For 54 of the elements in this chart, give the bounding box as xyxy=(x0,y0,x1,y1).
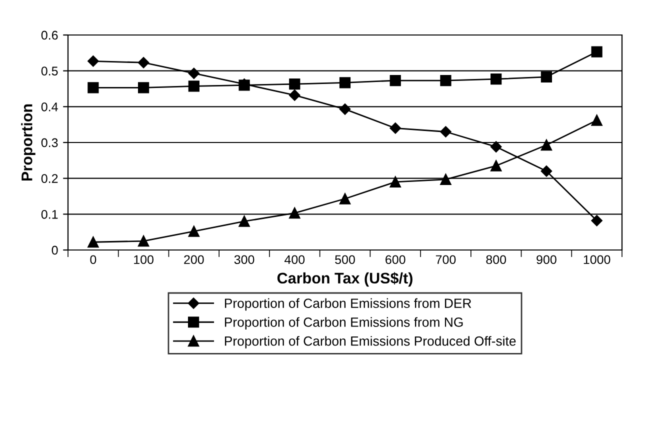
y-axis-title: Proportion xyxy=(21,104,36,181)
point xyxy=(238,216,250,227)
point xyxy=(339,77,351,88)
point xyxy=(490,141,502,152)
point xyxy=(440,74,452,86)
x-tick-label: 100 xyxy=(134,255,154,264)
point xyxy=(540,139,552,151)
point xyxy=(339,104,351,115)
point xyxy=(440,174,452,185)
x-tick-label: 0 xyxy=(90,255,96,264)
x-axis-title: Carbon Tax (US$/t) xyxy=(277,272,412,287)
point xyxy=(591,114,602,126)
point xyxy=(540,71,552,82)
point xyxy=(390,176,401,188)
point xyxy=(339,193,351,204)
x-tick-label: 800 xyxy=(486,255,506,264)
x-tick-label: 500 xyxy=(335,255,355,264)
legend-label: Proportion of Carbon Emissions Produced Off-site xyxy=(224,336,516,348)
point xyxy=(540,166,552,177)
point xyxy=(289,90,300,101)
x-tick-label: 300 xyxy=(234,255,254,264)
legend-label: Proportion of Carbon Emissions from DER xyxy=(224,298,472,311)
point xyxy=(188,226,200,237)
y-tick-label: 0.1 xyxy=(41,210,58,219)
point xyxy=(390,74,401,86)
x-tick-label: 1000 xyxy=(584,255,610,264)
x-tick-label: 200 xyxy=(184,255,204,264)
y-tick-label: 0.4 xyxy=(41,102,58,112)
point xyxy=(88,56,99,67)
y-tick-label: 0.6 xyxy=(41,30,58,40)
y-tick-label: 0.2 xyxy=(41,174,58,183)
y-tick-label: 0.5 xyxy=(41,66,58,76)
point xyxy=(490,74,502,85)
y-tick-label: 0 xyxy=(52,246,58,255)
point xyxy=(390,122,401,134)
x-tick-label: 900 xyxy=(536,255,556,264)
y-tick-label: 0.3 xyxy=(41,138,58,148)
point xyxy=(440,126,452,138)
point xyxy=(138,82,150,94)
point xyxy=(188,80,200,92)
x-tick-label: 600 xyxy=(386,255,406,264)
point xyxy=(289,208,300,219)
x-tick-label: 700 xyxy=(436,255,456,264)
point xyxy=(188,68,200,79)
point xyxy=(591,215,602,226)
x-tick-label: 400 xyxy=(284,255,305,264)
point xyxy=(138,56,150,68)
point xyxy=(138,235,150,247)
point xyxy=(490,160,502,172)
point xyxy=(289,78,300,90)
point xyxy=(591,46,602,58)
point xyxy=(88,236,99,248)
legend-label: Proportion of Carbon Emissions from NG xyxy=(224,317,463,330)
point xyxy=(88,82,99,94)
